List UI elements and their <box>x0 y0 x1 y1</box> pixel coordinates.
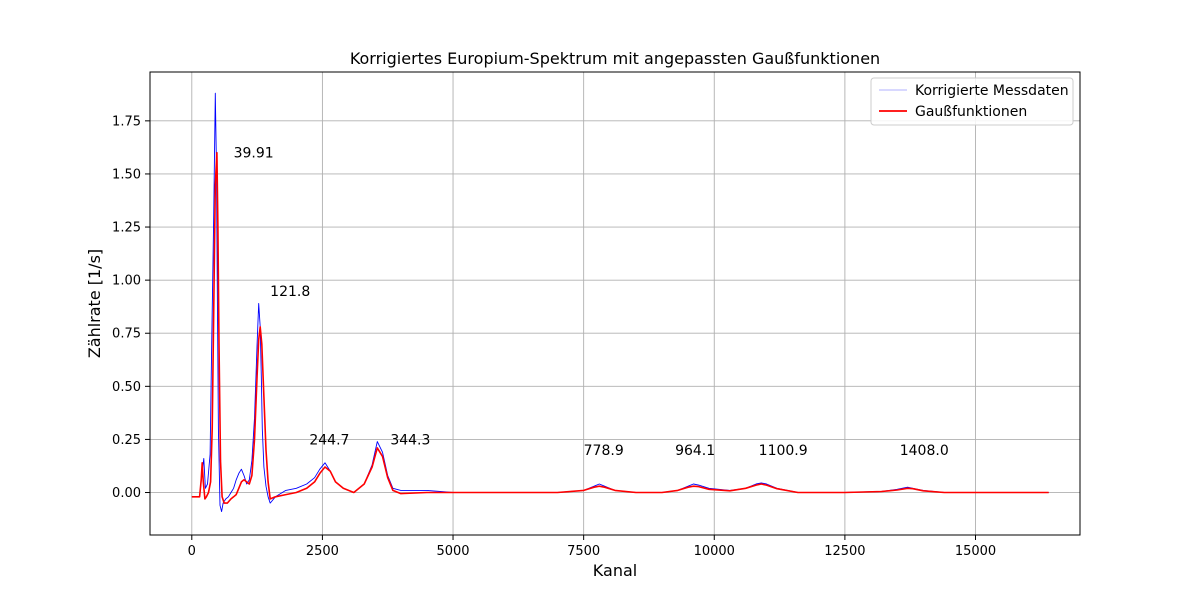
x-tick-label: 0 <box>188 544 196 559</box>
legend-label-gauss: Gaußfunktionen <box>915 104 1027 120</box>
peak-annotation: 1100.9 <box>759 443 808 459</box>
legend: Korrigierte Messdaten Gaußfunktionen <box>870 77 1074 126</box>
peak-annotation: 244.7 <box>309 432 349 448</box>
y-tick-label: 0.50 <box>112 380 141 395</box>
x-tick-label: 7500 <box>567 544 600 559</box>
peak-annotation: 1408.0 <box>900 443 949 459</box>
peak-annotation: 778.9 <box>584 443 624 459</box>
series-line-gauss <box>191 151 1049 504</box>
peak-annotation: 964.1 <box>675 443 715 459</box>
y-tick-label: 0.25 <box>112 433 141 448</box>
grid <box>150 72 1080 535</box>
x-tick-label: 12500 <box>824 544 865 559</box>
x-tick-label: 15000 <box>955 544 996 559</box>
y-tick-label: 0.75 <box>112 327 141 342</box>
series-layer <box>191 92 1049 513</box>
y-axis: 0.00 0.25 0.50 0.75 1.00 1.25 1.50 1.75 <box>112 114 150 501</box>
plot-frame <box>149 71 1081 536</box>
x-axis-label: Kanal <box>593 561 637 580</box>
x-tick-label: 10000 <box>694 544 735 559</box>
y-tick-label: 1.50 <box>112 167 141 182</box>
peak-annotation: 39.91 <box>234 146 274 162</box>
y-tick-label: 0.00 <box>112 486 141 501</box>
y-axis-label: Zählrate [1/s] <box>85 249 104 358</box>
x-axis: 0 2500 5000 7500 10000 12500 15000 <box>188 535 996 559</box>
chart-title: Korrigiertes Europium-Spektrum mit angep… <box>350 49 880 68</box>
legend-label-messdaten: Korrigierte Messdaten <box>915 83 1069 99</box>
x-tick-label: 2500 <box>306 544 339 559</box>
peak-annotation: 121.8 <box>270 284 310 300</box>
y-tick-label: 1.00 <box>112 274 141 289</box>
y-tick-label: 1.75 <box>112 114 141 129</box>
annotations: 39.91 121.8 244.7 344.3 778.9 964.1 1100.9 1408… <box>234 146 949 459</box>
peak-annotation: 344.3 <box>390 432 430 448</box>
y-tick-label: 1.25 <box>112 221 141 236</box>
x-tick-label: 5000 <box>436 544 469 559</box>
legend-box <box>870 77 1074 126</box>
